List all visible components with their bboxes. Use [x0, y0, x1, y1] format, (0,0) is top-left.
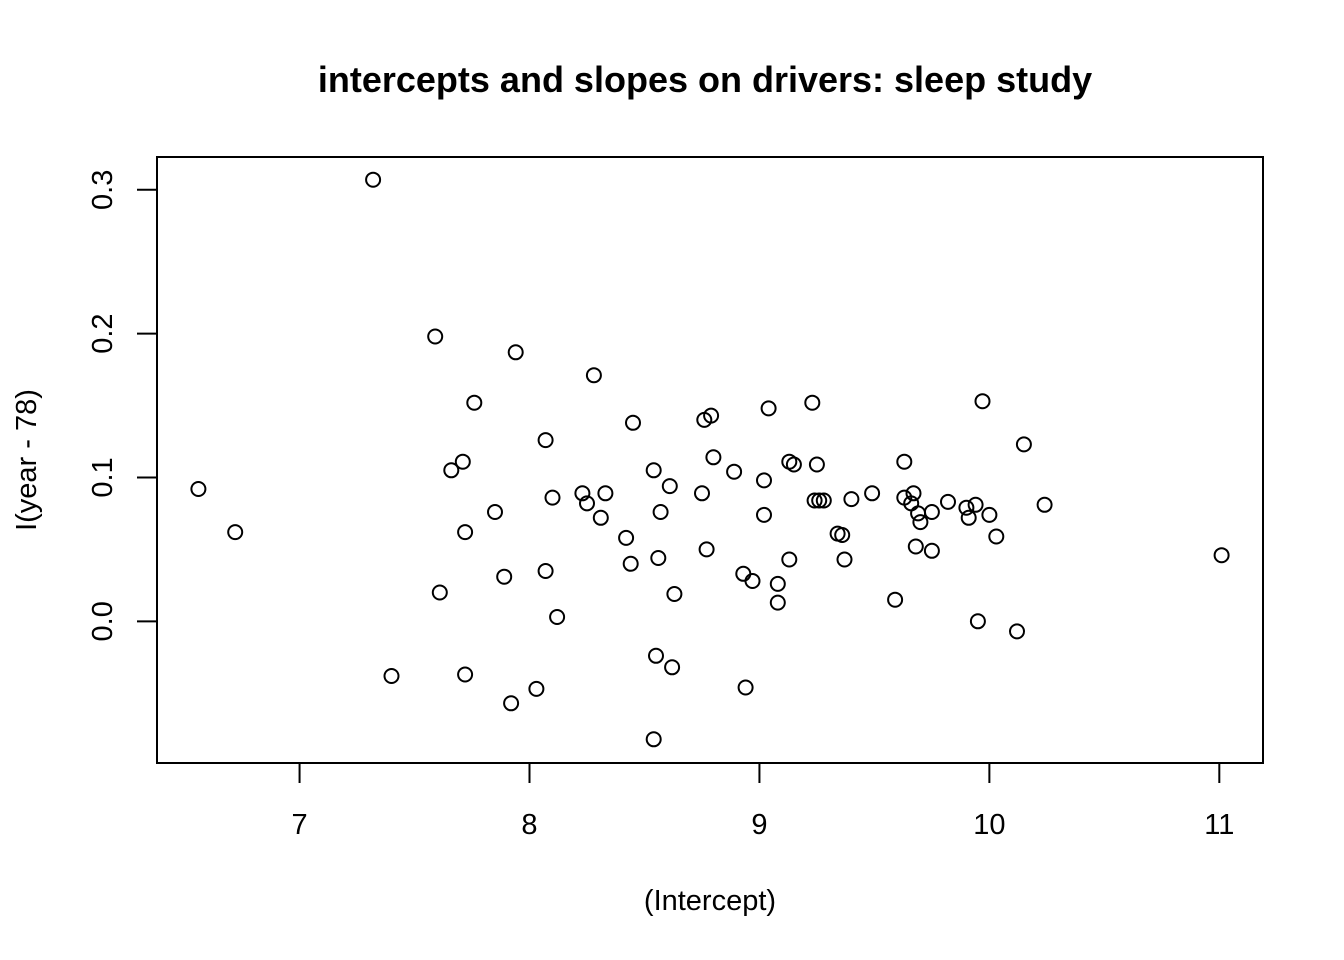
y-tick-label: 0.0	[87, 601, 119, 641]
data-point	[597, 485, 614, 502]
data-point	[427, 328, 444, 345]
data-point	[537, 563, 554, 579]
data-point	[431, 584, 448, 601]
data-point	[537, 432, 554, 449]
data-point	[769, 575, 786, 592]
data-point	[808, 456, 825, 473]
data-point	[864, 485, 881, 502]
data-point	[549, 609, 566, 625]
data-point	[1009, 623, 1025, 640]
x-tick-label: 7	[291, 809, 307, 841]
data-point	[625, 414, 641, 431]
data-point	[843, 491, 860, 508]
data-point	[190, 481, 207, 497]
data-point	[969, 613, 986, 630]
data-point	[756, 472, 772, 489]
plot-frame	[156, 156, 1264, 764]
data-point	[912, 514, 929, 531]
data-point	[785, 456, 802, 473]
data-point	[622, 555, 639, 572]
data-point	[457, 666, 474, 683]
data-point	[910, 505, 927, 522]
data-point	[664, 659, 681, 676]
data-point	[811, 492, 828, 509]
data-point	[1015, 436, 1032, 453]
data-point	[528, 680, 545, 697]
data-point	[487, 504, 503, 520]
data-point	[383, 668, 400, 684]
data-point	[703, 407, 720, 424]
data-point	[958, 499, 975, 516]
data-point	[744, 573, 761, 589]
data-point	[579, 495, 595, 512]
data-point	[974, 393, 991, 410]
y-axis: 0.0 0.1 0.2 0.3	[87, 170, 158, 641]
y-axis-label: I(year - 78)	[11, 389, 43, 531]
x-tick-label: 11	[1204, 809, 1234, 841]
data-point	[815, 492, 832, 509]
data-point	[836, 551, 853, 568]
y-tick-label: 0.2	[87, 313, 119, 353]
data-point	[503, 695, 520, 712]
data-point	[574, 485, 591, 502]
data-point	[466, 394, 483, 411]
data-point	[781, 551, 798, 568]
data-point	[905, 485, 922, 502]
x-tick-label: 8	[521, 809, 537, 841]
data-point	[694, 485, 710, 502]
data-point	[652, 504, 669, 520]
data-point	[592, 509, 609, 526]
x-axis: 7 8 9 10 11	[291, 762, 1234, 841]
data-point	[981, 506, 998, 523]
data-point	[650, 550, 667, 566]
data-point	[645, 731, 662, 748]
y-tick-label: 0.1	[87, 457, 119, 497]
data-point	[923, 504, 940, 520]
data-point	[988, 528, 1005, 545]
data-point	[645, 462, 662, 479]
x-tick-label: 10	[973, 809, 1005, 841]
data-point	[496, 568, 513, 585]
data-point	[735, 565, 752, 582]
points-layer	[190, 171, 1230, 748]
x-tick-label: 9	[751, 809, 767, 841]
data-point	[365, 171, 382, 188]
chart-title: intercepts and slopes on drivers: sleep …	[318, 59, 1092, 100]
data-point	[769, 594, 786, 611]
x-axis-label: (Intercept)	[644, 885, 776, 917]
data-point	[443, 462, 460, 479]
data-point	[806, 492, 823, 509]
data-point	[907, 538, 924, 555]
data-point	[756, 506, 772, 523]
data-point	[940, 493, 956, 510]
data-point	[1213, 547, 1230, 564]
data-point	[960, 509, 977, 526]
data-point	[618, 529, 635, 546]
data-point	[834, 527, 851, 543]
data-point	[896, 453, 913, 470]
data-point	[705, 449, 722, 466]
data-point	[737, 679, 754, 696]
data-point	[661, 478, 678, 495]
data-point	[967, 496, 984, 513]
data-point	[585, 367, 602, 384]
data-point	[648, 647, 664, 664]
data-point	[726, 463, 743, 480]
data-point	[1036, 496, 1053, 513]
data-point	[666, 586, 683, 602]
data-point	[698, 541, 715, 558]
data-point	[454, 453, 471, 470]
data-point	[804, 394, 821, 411]
data-point	[760, 400, 777, 417]
y-tick-label: 0.3	[87, 170, 119, 210]
data-point	[457, 524, 474, 541]
data-point	[507, 344, 524, 361]
data-point	[923, 542, 940, 559]
data-point	[887, 591, 904, 608]
data-point	[544, 489, 561, 506]
data-point	[227, 524, 244, 541]
